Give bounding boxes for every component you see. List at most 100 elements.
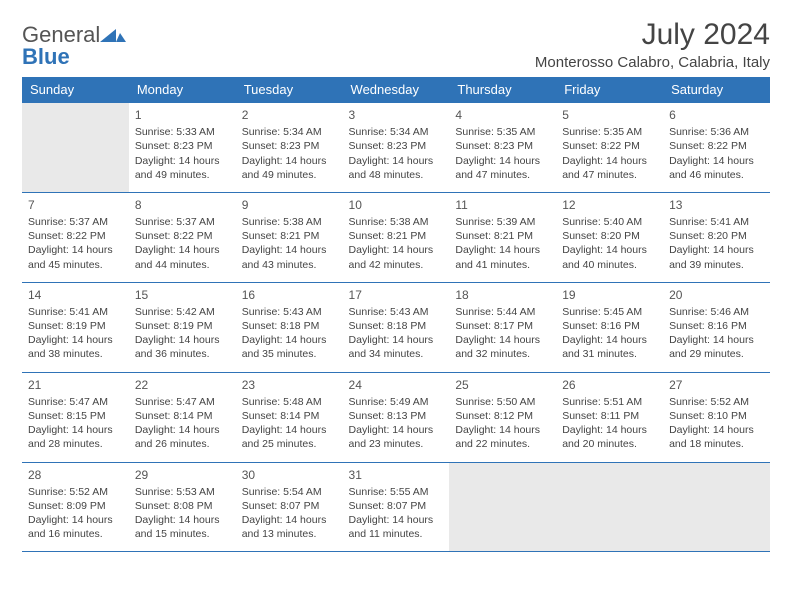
sunset-line: Sunset: 8:23 PM [455, 139, 550, 153]
calendar-cell: 24Sunrise: 5:49 AMSunset: 8:13 PMDayligh… [343, 372, 450, 462]
sunset-line: Sunset: 8:08 PM [135, 499, 230, 513]
day-header: Sunday [22, 77, 129, 103]
calendar-body: 1Sunrise: 5:33 AMSunset: 8:23 PMDaylight… [22, 103, 770, 552]
logo-word2: Blue [22, 44, 70, 69]
day-number: 3 [349, 107, 444, 123]
sunrise-line: Sunrise: 5:35 AM [562, 125, 657, 139]
calendar-cell: 14Sunrise: 5:41 AMSunset: 8:19 PMDayligh… [22, 282, 129, 372]
sunset-line: Sunset: 8:16 PM [669, 319, 764, 333]
calendar-cell: 28Sunrise: 5:52 AMSunset: 8:09 PMDayligh… [22, 462, 129, 552]
calendar-cell: 13Sunrise: 5:41 AMSunset: 8:20 PMDayligh… [663, 192, 770, 282]
day-number: 30 [242, 467, 337, 483]
day-header: Tuesday [236, 77, 343, 103]
sunset-line: Sunset: 8:18 PM [349, 319, 444, 333]
sunset-line: Sunset: 8:21 PM [242, 229, 337, 243]
daylight-line: Daylight: 14 hours and 16 minutes. [28, 513, 123, 541]
sunrise-line: Sunrise: 5:35 AM [455, 125, 550, 139]
daylight-line: Daylight: 14 hours and 40 minutes. [562, 243, 657, 271]
daylight-line: Daylight: 14 hours and 29 minutes. [669, 333, 764, 361]
day-number: 19 [562, 287, 657, 303]
logo: General Blue [22, 18, 126, 68]
calendar-cell: 27Sunrise: 5:52 AMSunset: 8:10 PMDayligh… [663, 372, 770, 462]
sunset-line: Sunset: 8:18 PM [242, 319, 337, 333]
daylight-line: Daylight: 14 hours and 28 minutes. [28, 423, 123, 451]
day-number: 16 [242, 287, 337, 303]
sunset-line: Sunset: 8:22 PM [562, 139, 657, 153]
calendar-cell: 25Sunrise: 5:50 AMSunset: 8:12 PMDayligh… [449, 372, 556, 462]
daylight-line: Daylight: 14 hours and 49 minutes. [135, 154, 230, 182]
day-number: 24 [349, 377, 444, 393]
calendar-cell: 31Sunrise: 5:55 AMSunset: 8:07 PMDayligh… [343, 462, 450, 552]
sunset-line: Sunset: 8:22 PM [669, 139, 764, 153]
day-number: 9 [242, 197, 337, 213]
sunrise-line: Sunrise: 5:38 AM [349, 215, 444, 229]
location: Monterosso Calabro, Calabria, Italy [535, 54, 770, 71]
calendar-cell [556, 462, 663, 552]
daylight-line: Daylight: 14 hours and 47 minutes. [455, 154, 550, 182]
sunset-line: Sunset: 8:22 PM [28, 229, 123, 243]
sunset-line: Sunset: 8:11 PM [562, 409, 657, 423]
daylight-line: Daylight: 14 hours and 43 minutes. [242, 243, 337, 271]
calendar-cell: 5Sunrise: 5:35 AMSunset: 8:22 PMDaylight… [556, 103, 663, 193]
sunrise-line: Sunrise: 5:36 AM [669, 125, 764, 139]
calendar-cell: 3Sunrise: 5:34 AMSunset: 8:23 PMDaylight… [343, 103, 450, 193]
daylight-line: Daylight: 14 hours and 44 minutes. [135, 243, 230, 271]
sunrise-line: Sunrise: 5:47 AM [135, 395, 230, 409]
sunrise-line: Sunrise: 5:53 AM [135, 485, 230, 499]
calendar-cell [22, 103, 129, 193]
day-number: 13 [669, 197, 764, 213]
calendar-cell: 21Sunrise: 5:47 AMSunset: 8:15 PMDayligh… [22, 372, 129, 462]
day-number: 15 [135, 287, 230, 303]
daylight-line: Daylight: 14 hours and 38 minutes. [28, 333, 123, 361]
sunrise-line: Sunrise: 5:42 AM [135, 305, 230, 319]
sunrise-line: Sunrise: 5:37 AM [28, 215, 123, 229]
day-number: 20 [669, 287, 764, 303]
sunrise-line: Sunrise: 5:41 AM [28, 305, 123, 319]
calendar-cell: 12Sunrise: 5:40 AMSunset: 8:20 PMDayligh… [556, 192, 663, 282]
sunset-line: Sunset: 8:20 PM [669, 229, 764, 243]
daylight-line: Daylight: 14 hours and 49 minutes. [242, 154, 337, 182]
calendar-cell: 20Sunrise: 5:46 AMSunset: 8:16 PMDayligh… [663, 282, 770, 372]
sunrise-line: Sunrise: 5:37 AM [135, 215, 230, 229]
month-title: July 2024 [535, 18, 770, 52]
daylight-line: Daylight: 14 hours and 35 minutes. [242, 333, 337, 361]
calendar-cell: 18Sunrise: 5:44 AMSunset: 8:17 PMDayligh… [449, 282, 556, 372]
sunset-line: Sunset: 8:16 PM [562, 319, 657, 333]
sunset-line: Sunset: 8:21 PM [455, 229, 550, 243]
calendar-cell: 4 Sunrise: 5:35 AMSunset: 8:23 PMDaylight… [449, 103, 556, 193]
sunrise-line: Sunrise: 5:33 AM [135, 125, 230, 139]
calendar-cell: 6Sunrise: 5:36 AMSunset: 8:22 PMDaylight… [663, 103, 770, 193]
daylight-line: Daylight: 14 hours and 22 minutes. [455, 423, 550, 451]
sunset-line: Sunset: 8:14 PM [242, 409, 337, 423]
day-number: 1 [135, 107, 230, 123]
calendar-cell [449, 462, 556, 552]
day-number: 5 [562, 107, 657, 123]
daylight-line: Daylight: 14 hours and 31 minutes. [562, 333, 657, 361]
sunrise-line: Sunrise: 5:55 AM [349, 485, 444, 499]
day-header: Thursday [449, 77, 556, 103]
day-number: 25 [455, 377, 550, 393]
day-number: 22 [135, 377, 230, 393]
sunset-line: Sunset: 8:07 PM [242, 499, 337, 513]
calendar-week: 1Sunrise: 5:33 AMSunset: 8:23 PMDaylight… [22, 103, 770, 193]
sunset-line: Sunset: 8:20 PM [562, 229, 657, 243]
sunrise-line: Sunrise: 5:45 AM [562, 305, 657, 319]
calendar-week: 28Sunrise: 5:52 AMSunset: 8:09 PMDayligh… [22, 462, 770, 552]
day-number: 21 [28, 377, 123, 393]
day-number: 12 [562, 197, 657, 213]
calendar-cell: 16 Sunrise: 5:43 AMSunset: 8:18 PMDayligh… [236, 282, 343, 372]
sunrise-line: Sunrise: 5:43 AM [349, 305, 444, 319]
sunrise-line: Sunrise: 5:54 AM [242, 485, 337, 499]
sunrise-line: Sunrise: 5:43 AM [242, 305, 337, 319]
day-number: 4 [455, 107, 550, 123]
sunset-line: Sunset: 8:19 PM [28, 319, 123, 333]
sunset-line: Sunset: 8:23 PM [349, 139, 444, 153]
calendar-week: 7Sunrise: 5:37 AMSunset: 8:22 PMDaylight… [22, 192, 770, 282]
calendar-cell [663, 462, 770, 552]
day-number: 11 [455, 197, 550, 213]
day-number: 29 [135, 467, 230, 483]
calendar-cell: 15Sunrise: 5:42 AMSunset: 8:19 PMDayligh… [129, 282, 236, 372]
calendar-cell: 8Sunrise: 5:37 AMSunset: 8:22 PMDaylight… [129, 192, 236, 282]
daylight-line: Daylight: 14 hours and 46 minutes. [669, 154, 764, 182]
daylight-line: Daylight: 14 hours and 26 minutes. [135, 423, 230, 451]
